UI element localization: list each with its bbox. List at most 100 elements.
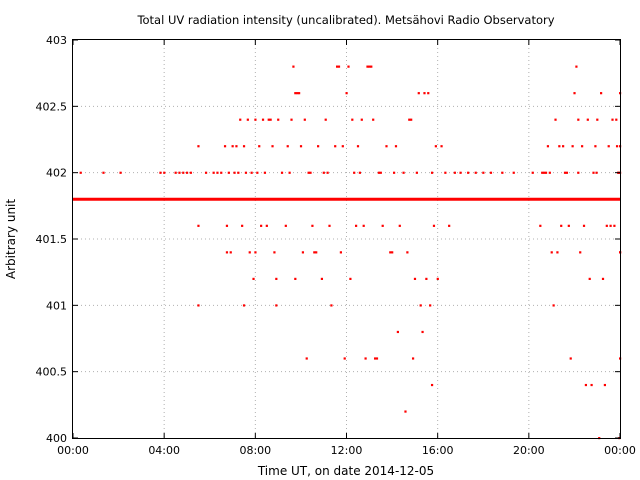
y-tick-label: 402 bbox=[46, 167, 67, 180]
data-point bbox=[544, 171, 548, 174]
data-point bbox=[273, 251, 276, 254]
data-point bbox=[252, 277, 255, 280]
data-point bbox=[432, 224, 436, 227]
data-point bbox=[197, 145, 200, 148]
y-axis-label: Arbitrary unit bbox=[4, 199, 18, 279]
data-point bbox=[415, 171, 418, 174]
data-point bbox=[391, 251, 394, 254]
data-point bbox=[377, 171, 380, 174]
plot-frame bbox=[72, 39, 621, 439]
data-point bbox=[394, 145, 398, 148]
x-tick-label: 20:00 bbox=[513, 444, 545, 457]
data-point bbox=[385, 145, 388, 148]
x-axis-label: Time UT, on date 2014-12-05 bbox=[257, 464, 434, 478]
data-point bbox=[417, 92, 420, 95]
data-point bbox=[235, 145, 238, 148]
data-points bbox=[79, 65, 622, 440]
y-tick-label: 400 bbox=[46, 432, 67, 445]
data-point bbox=[381, 224, 384, 227]
data-point bbox=[322, 171, 325, 174]
data-point bbox=[512, 171, 515, 174]
data-point bbox=[554, 118, 557, 121]
data-point bbox=[467, 171, 470, 174]
data-point bbox=[231, 145, 234, 148]
data-point bbox=[223, 145, 227, 148]
y-axis: 400 400.5 401 401.5 402 402.5 403 bbox=[36, 34, 620, 445]
data-point bbox=[225, 224, 229, 227]
data-point bbox=[459, 171, 462, 174]
y-tick-label: 402.5 bbox=[36, 100, 68, 113]
data-point bbox=[421, 330, 424, 334]
data-point bbox=[197, 224, 200, 227]
data-point bbox=[571, 145, 574, 148]
data-point bbox=[565, 171, 569, 174]
data-point bbox=[330, 304, 333, 307]
data-point bbox=[543, 171, 546, 174]
data-point bbox=[489, 171, 493, 174]
data-point bbox=[429, 304, 432, 307]
data-point bbox=[611, 118, 614, 121]
data-point bbox=[406, 251, 409, 254]
data-point bbox=[290, 118, 293, 121]
data-point bbox=[263, 171, 267, 174]
data-point bbox=[311, 224, 314, 227]
data-point bbox=[607, 145, 610, 148]
data-point bbox=[434, 145, 437, 148]
data-point bbox=[375, 357, 379, 360]
x-tick-label: 04:00 bbox=[148, 444, 180, 457]
data-point bbox=[425, 277, 428, 280]
data-point bbox=[159, 171, 162, 174]
data-point bbox=[269, 118, 272, 121]
chart-title: Total UV radiation intensity (uncalibrat… bbox=[136, 13, 554, 27]
data-point bbox=[182, 171, 185, 174]
data-point bbox=[482, 171, 485, 174]
data-point bbox=[600, 92, 603, 95]
data-point bbox=[320, 277, 324, 280]
data-point bbox=[548, 171, 551, 174]
data-point bbox=[423, 92, 426, 95]
data-point bbox=[531, 171, 534, 174]
data-point bbox=[275, 277, 278, 280]
data-point bbox=[408, 118, 411, 121]
data-point bbox=[309, 171, 312, 174]
data-point bbox=[539, 224, 542, 227]
data-point bbox=[396, 330, 399, 334]
data-point bbox=[349, 277, 352, 280]
y-tick-label: 401.5 bbox=[36, 233, 68, 246]
data-point bbox=[239, 118, 242, 121]
data-point bbox=[301, 251, 305, 254]
y-tick-label: 403 bbox=[46, 34, 67, 47]
data-point bbox=[244, 171, 248, 174]
data-point bbox=[402, 171, 405, 174]
data-point bbox=[362, 224, 365, 227]
data-point bbox=[550, 251, 553, 254]
data-point bbox=[427, 92, 430, 95]
data-point bbox=[372, 118, 375, 121]
data-point bbox=[343, 357, 346, 360]
data-point bbox=[277, 118, 280, 121]
data-point bbox=[227, 171, 230, 174]
data-point bbox=[444, 171, 447, 174]
data-point bbox=[315, 251, 318, 254]
data-point bbox=[119, 171, 122, 174]
data-point bbox=[410, 118, 413, 121]
data-point bbox=[398, 224, 401, 227]
data-point bbox=[366, 65, 369, 68]
data-point bbox=[347, 65, 350, 68]
data-point bbox=[581, 145, 584, 148]
data-point bbox=[546, 145, 550, 148]
data-point bbox=[389, 251, 392, 254]
data-point bbox=[294, 277, 297, 280]
data-point bbox=[345, 92, 348, 95]
y-tick-label: 400.5 bbox=[36, 366, 68, 379]
data-point bbox=[615, 145, 619, 148]
data-point bbox=[430, 383, 434, 387]
data-point bbox=[284, 224, 287, 227]
data-point bbox=[364, 357, 367, 360]
data-point bbox=[615, 118, 618, 121]
data-point bbox=[419, 304, 422, 307]
data-point bbox=[603, 383, 607, 387]
data-point bbox=[303, 118, 306, 121]
data-point bbox=[440, 145, 443, 148]
data-point bbox=[605, 224, 608, 227]
